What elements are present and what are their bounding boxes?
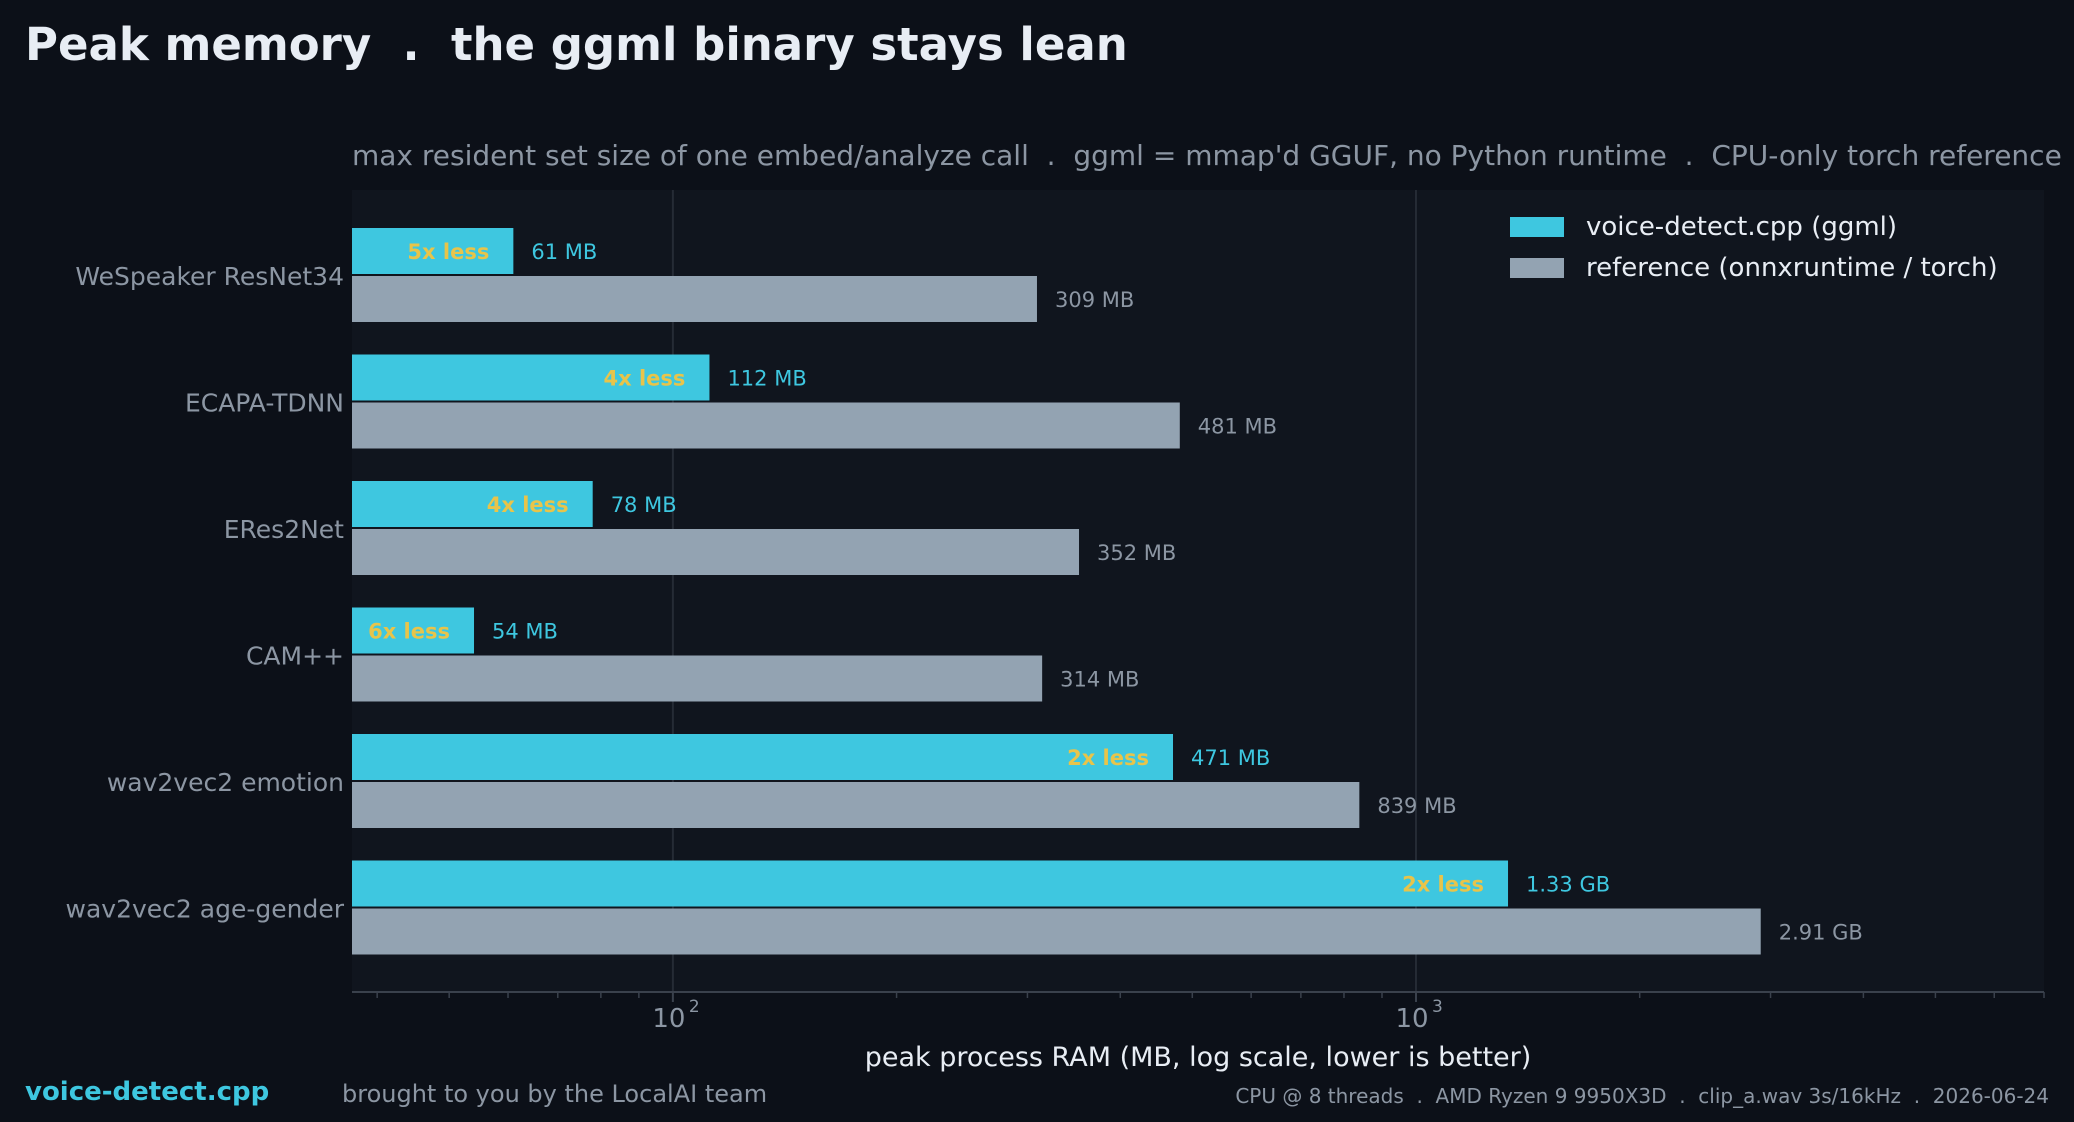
value-label: 471 MB	[1191, 746, 1270, 770]
bar-reference	[352, 908, 1761, 955]
category-label: CAM++	[246, 642, 344, 671]
bar-ggml	[352, 734, 1174, 780]
bar-reference	[352, 276, 1037, 322]
bar-reference	[352, 782, 1360, 828]
value-label: 352 MB	[1097, 541, 1176, 565]
tick-label-exp: 3	[1432, 997, 1443, 1017]
bar-reference	[352, 402, 1180, 449]
bar-ggml	[352, 228, 514, 274]
legend-swatch-1	[1510, 258, 1564, 278]
value-label: 1.33 GB	[1526, 873, 1610, 897]
tick-label-exp: 2	[689, 997, 700, 1017]
value-label: 112 MB	[727, 367, 806, 391]
value-label: 314 MB	[1060, 668, 1139, 692]
tick-label-base: 10	[652, 1004, 685, 1034]
legend-swatch-0	[1510, 217, 1564, 237]
page-title: Peak memory . the ggml binary stays lean	[25, 18, 1128, 71]
reduction-badge: 2x less	[1402, 873, 1484, 897]
reduction-badge: 4x less	[604, 367, 686, 391]
value-label: 481 MB	[1198, 415, 1277, 439]
bar-ggml	[352, 860, 1509, 907]
bar-ggml	[352, 354, 710, 401]
footer-brand: voice-detect.cpp	[25, 1077, 270, 1107]
reduction-badge: 5x less	[407, 240, 489, 264]
tick-label-base: 10	[1395, 1004, 1428, 1034]
bar-reference	[352, 529, 1080, 575]
legend-label: voice-detect.cpp (ggml)	[1586, 212, 1897, 242]
value-label: 839 MB	[1377, 794, 1456, 818]
reduction-badge: 2x less	[1067, 746, 1149, 770]
x-axis-label: peak process RAM (MB, log scale, lower i…	[865, 1042, 1532, 1073]
category-label: ERes2Net	[224, 515, 344, 544]
bar-ggml	[352, 481, 593, 527]
value-label: 54 MB	[492, 620, 558, 644]
plot-area	[352, 190, 2044, 992]
value-label: 61 MB	[531, 240, 597, 264]
value-label: 309 MB	[1055, 288, 1134, 312]
reduction-badge: 4x less	[487, 493, 569, 517]
value-label: 78 MB	[611, 493, 677, 517]
category-label: wav2vec2 age-gender	[66, 895, 345, 924]
legend-label: reference (onnxruntime / torch)	[1586, 253, 1998, 283]
footer-credit: brought to you by the LocalAI team	[342, 1080, 768, 1108]
reduction-badge: 6x less	[368, 620, 450, 644]
bar-ggml	[352, 607, 475, 654]
category-label: ECAPA-TDNN	[185, 389, 344, 418]
category-label: WeSpeaker ResNet34	[75, 262, 344, 291]
chart-subtitle: max resident set size of one embed/analy…	[352, 139, 2062, 172]
footer-meta: CPU @ 8 threads . AMD Ryzen 9 9950X3D . …	[1235, 1084, 2049, 1108]
category-label: wav2vec2 emotion	[107, 768, 344, 797]
bar-reference	[352, 655, 1043, 702]
value-label: 2.91 GB	[1779, 921, 1863, 945]
